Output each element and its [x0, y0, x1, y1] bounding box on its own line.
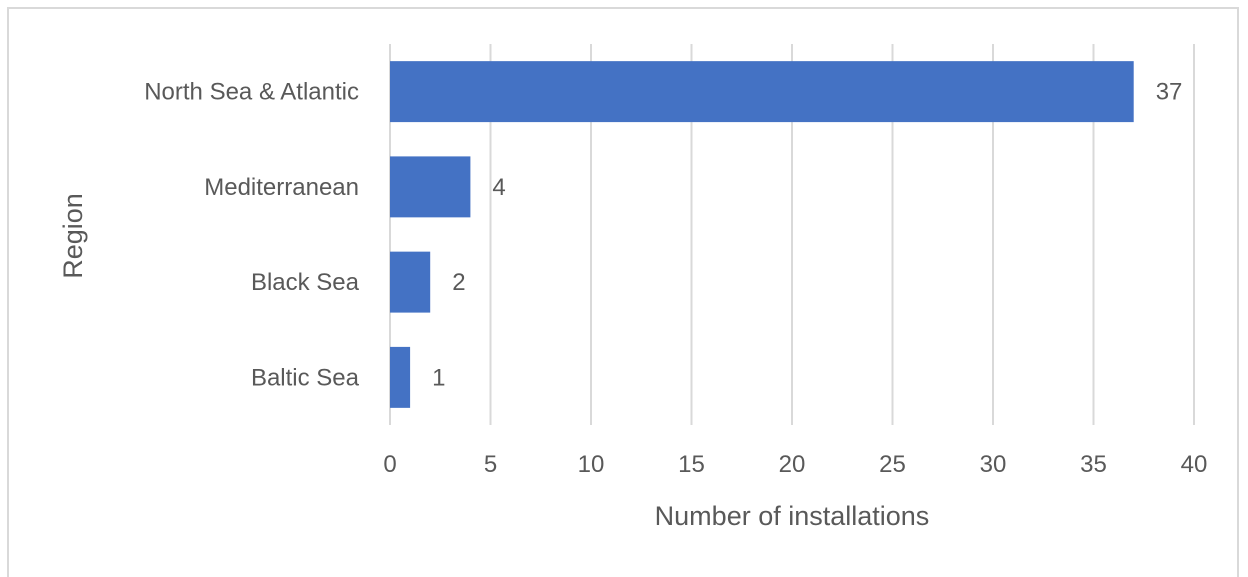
x-tick-label: 15 [678, 451, 705, 478]
bar [390, 61, 1134, 123]
x-axis-title: Number of installations [655, 501, 930, 531]
y-axis-title: Region [58, 193, 88, 279]
x-tick-label: 10 [578, 451, 605, 478]
category-label: North Sea & Atlantic [144, 79, 359, 106]
bar [390, 346, 411, 408]
bars [390, 61, 1134, 408]
x-tick-label: 20 [779, 451, 806, 478]
x-tick-label: 5 [484, 451, 497, 478]
bar [390, 156, 471, 218]
category-labels: North Sea & Atlantic Mediterranean Black S… [144, 79, 359, 392]
data-labels: 37 4 2 1 [432, 79, 1182, 392]
category-label: Black Sea [251, 269, 360, 296]
category-label: Baltic Sea [251, 364, 360, 391]
x-tick-label: 30 [980, 451, 1007, 478]
x-tick-labels: 0 5 10 15 20 25 30 35 40 [383, 451, 1207, 478]
data-label: 37 [1156, 79, 1183, 106]
x-tick-label: 35 [1080, 451, 1107, 478]
x-tick-label: 25 [879, 451, 906, 478]
bar [390, 251, 431, 313]
data-label: 4 [492, 174, 505, 201]
data-label: 1 [432, 364, 445, 391]
x-tick-label: 0 [383, 451, 396, 478]
x-tick-label: 40 [1181, 451, 1208, 478]
data-label: 2 [452, 269, 465, 296]
category-label: Mediterranean [204, 174, 359, 201]
